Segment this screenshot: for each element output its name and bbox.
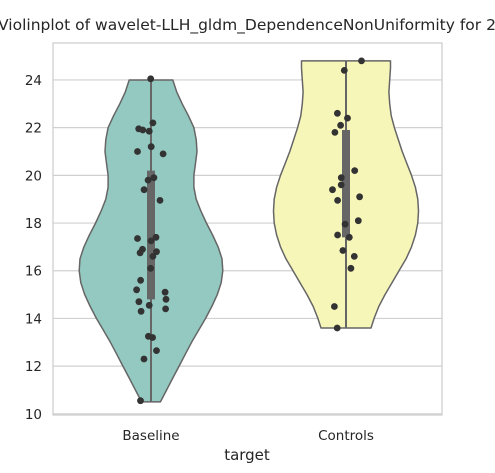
data-point (137, 397, 144, 405)
data-point (161, 288, 169, 296)
data-point (149, 119, 157, 127)
data-point (147, 75, 155, 83)
data-point (147, 264, 155, 272)
data-point (134, 235, 141, 242)
data-point (334, 109, 341, 117)
y-tick-label: 18 (25, 216, 42, 232)
data-point (153, 347, 160, 354)
data-point (152, 233, 160, 241)
data-point (331, 129, 339, 136)
data-point (345, 233, 353, 241)
data-point (351, 167, 359, 175)
data-point (137, 307, 145, 315)
y-tick-label: 10 (25, 407, 42, 423)
data-point (358, 57, 365, 65)
data-point (333, 324, 341, 332)
data-point (153, 248, 160, 256)
violin-bodies (78, 60, 420, 403)
data-point (347, 264, 355, 272)
data-point (339, 247, 347, 254)
data-point (337, 174, 345, 182)
y-tick-label: 12 (25, 359, 42, 375)
plot-frame (52, 42, 443, 416)
data-point (149, 334, 157, 341)
data-point (337, 121, 344, 129)
data-point (159, 150, 167, 158)
data-point (329, 186, 336, 194)
data-point (147, 143, 155, 151)
x-tick-labels: Baseline Controls (122, 428, 374, 444)
data-point (334, 231, 341, 239)
y-tick-label: 24 (25, 73, 42, 89)
data-point (144, 176, 152, 184)
data-point (337, 181, 345, 189)
data-point (147, 237, 155, 245)
x-axis-label: target (224, 446, 270, 464)
y-tick-label: 16 (25, 264, 42, 280)
data-point (137, 276, 145, 284)
data-point (145, 127, 153, 135)
data-point (133, 286, 141, 294)
y-tick-label: 22 (25, 121, 42, 137)
data-point (150, 174, 158, 182)
data-point (331, 303, 338, 310)
data-point (135, 298, 143, 306)
data-point (140, 186, 148, 194)
data-point (356, 193, 363, 201)
data-point (344, 114, 351, 122)
x-tick-label: Controls (318, 428, 374, 444)
data-point (156, 197, 164, 204)
data-point (162, 295, 170, 303)
data-point (334, 197, 341, 204)
data-point (136, 249, 144, 257)
x-tick-label: Baseline (122, 428, 179, 444)
data-point (340, 67, 348, 74)
y-tick-label: 14 (25, 311, 42, 327)
data-point (162, 305, 170, 313)
y-tick-label: 20 (25, 168, 42, 184)
data-point (140, 355, 148, 363)
data-point (350, 253, 358, 260)
data-point (149, 253, 157, 260)
chart-title: Violinplot of wavelet-LLH_gldm_Dependenc… (0, 16, 495, 35)
y-tick-labels: 10 12 14 16 18 20 22 24 (25, 73, 42, 423)
data-point (341, 220, 349, 228)
strip-points (133, 57, 365, 405)
data-point (134, 148, 141, 155)
data-point (145, 301, 153, 309)
data-point (139, 126, 147, 134)
data-point (354, 217, 362, 225)
